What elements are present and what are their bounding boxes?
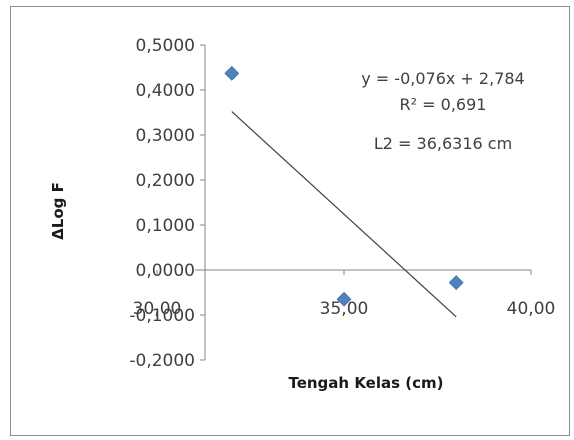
y-tick-label: 0,5000: [136, 36, 195, 56]
y-tick-label: 0,4000: [136, 81, 195, 101]
x-tick-label: 30,00: [133, 299, 182, 319]
y-tick-label: -0,1000: [129, 306, 195, 326]
y-tick-label: 0,3000: [136, 126, 195, 146]
data-point-marker: [448, 275, 464, 291]
y-axis-title: ΔLog F: [49, 182, 67, 240]
scatter-chart: 0,5000 0,4000 0,3000 0,2000 0,1000 0,0000 -0,1…: [49, 36, 556, 392]
y-tick-label: 0,1000: [136, 216, 195, 236]
x-axis-title: Tengah Kelas (cm): [288, 374, 443, 392]
y-tick-label: 0,2000: [136, 171, 195, 191]
annotation-r-squared: R² = 0,691: [400, 95, 487, 114]
annotation-equation: y = -0,076x + 2,784: [361, 69, 524, 88]
x-axis: 30,00 35,00 40,00: [133, 269, 556, 319]
y-tick-label: 0,0000: [136, 261, 195, 281]
data-point-marker: [224, 65, 240, 81]
trendline-layer: [231, 111, 457, 318]
y-axis: 0,5000 0,4000 0,3000 0,2000 0,1000 0,0000 -0,1…: [129, 36, 206, 371]
annotation-l2: L2 = 36,6316 cm: [374, 134, 512, 153]
data-points: [224, 65, 464, 307]
trendline: [231, 111, 457, 318]
data-point-marker: [336, 291, 352, 307]
y-tick-label: -0,2000: [129, 351, 195, 371]
x-tick-label: 35,00: [320, 299, 369, 319]
x-tick-label: 40,00: [507, 299, 556, 319]
chart-area: 0,5000 0,4000 0,3000 0,2000 0,1000 0,0000 -0,1…: [10, 6, 570, 436]
